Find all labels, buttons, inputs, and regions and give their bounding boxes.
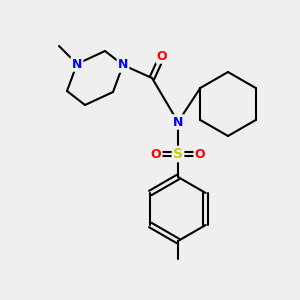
Text: O: O <box>157 50 167 62</box>
Text: O: O <box>151 148 161 160</box>
Text: O: O <box>195 148 205 160</box>
Text: N: N <box>173 116 183 128</box>
Text: N: N <box>118 58 128 71</box>
Text: S: S <box>173 147 183 161</box>
Text: N: N <box>72 58 82 70</box>
